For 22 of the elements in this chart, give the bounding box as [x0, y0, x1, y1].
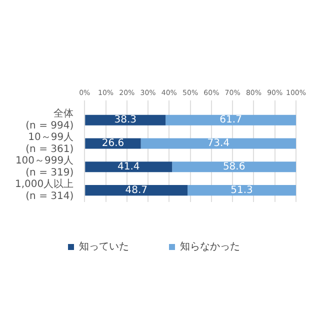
bar: [85, 162, 172, 172]
legend-label: 知らなかった: [180, 240, 240, 253]
y-tick-label: 100～999人 (n = 319): [15, 155, 74, 178]
data-label: 38.3: [114, 114, 136, 126]
y-tick-label: 1,000人以上 (n = 314): [14, 178, 74, 202]
data-label: 48.7: [125, 184, 148, 196]
data-label: 73.4: [207, 138, 230, 150]
legend-label: 知っていた: [79, 240, 129, 253]
y-tick-label: 10～99人 (n = 361): [26, 132, 74, 156]
data-label: 61.7: [220, 114, 242, 126]
bar: [85, 114, 166, 126]
y-tick-label: 全体 (n = 994): [26, 108, 74, 132]
data-label: 41.4: [118, 161, 140, 172]
bar: [85, 138, 141, 149]
bar: [188, 185, 296, 196]
data-label: 51.3: [230, 184, 253, 196]
bar: [166, 114, 296, 126]
bar: [172, 162, 296, 172]
bar: [140, 138, 296, 149]
data-label: 58.6: [222, 161, 246, 172]
bar: [85, 185, 188, 196]
data-label: 26.6: [102, 138, 124, 150]
